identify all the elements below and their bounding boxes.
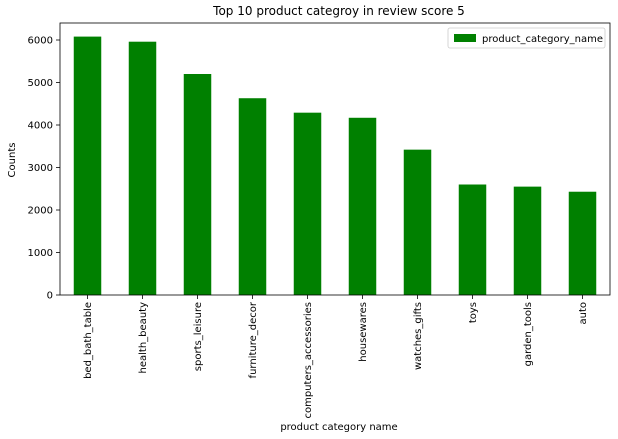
y-tick-label: 5000 — [28, 78, 53, 89]
bar-housewares — [348, 117, 377, 296]
y-tick-label: 1000 — [28, 248, 53, 259]
x-tick-label: auto — [578, 302, 589, 325]
x-tick-label: health_beauty — [138, 302, 149, 374]
x-tick-label: bed_bath_table — [83, 302, 94, 379]
y-axis-label: Counts — [7, 143, 18, 178]
chart-title: Top 10 product categroy in review score … — [212, 4, 465, 18]
bars-group — [73, 36, 597, 296]
y-tick-label: 2000 — [28, 206, 53, 217]
y-axis-ticks: 0 1000 2000 3000 4000 5000 6000 — [28, 36, 60, 302]
x-tick-label: sports_leisure — [193, 302, 204, 371]
x-tick-label: garden_tools — [523, 302, 534, 366]
x-tick-label: computers_accessories — [303, 302, 314, 419]
y-tick-label: 6000 — [28, 36, 53, 47]
bar-computers_accessories — [293, 112, 322, 295]
x-tick-label: watches_gifts — [413, 302, 424, 370]
bar-garden_tools — [513, 186, 542, 295]
x-tick-label: furniture_decor — [248, 301, 259, 378]
legend: product_category_name — [447, 27, 606, 49]
legend-label: product_category_name — [482, 34, 603, 45]
y-tick-label: 3000 — [28, 163, 53, 174]
bar-auto — [568, 191, 597, 295]
y-tick-label: 4000 — [28, 121, 53, 132]
plot-frame — [59, 22, 611, 296]
bar-furniture_decor — [238, 98, 267, 295]
bar-sports_leisure — [183, 74, 212, 295]
bar-watches_gifts — [403, 149, 432, 295]
legend-swatch — [454, 34, 476, 42]
x-axis-ticks: bed_bath_table health_beauty sports_leisur… — [83, 295, 589, 419]
y-tick-label: 0 — [47, 291, 53, 302]
legend-box — [447, 27, 606, 49]
x-tick-label: housewares — [358, 302, 369, 362]
bar-health_beauty — [128, 41, 157, 296]
x-axis-label: product category name — [280, 422, 397, 433]
bar-toys — [458, 184, 487, 295]
bar-bed_bath_table — [73, 36, 102, 295]
x-tick-label: toys — [468, 302, 479, 323]
